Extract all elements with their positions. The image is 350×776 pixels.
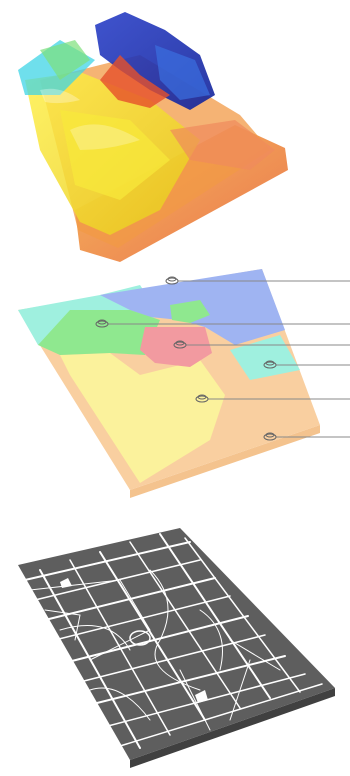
- marker-icon: [263, 360, 277, 369]
- surface-highlight: [70, 124, 140, 150]
- marker-icon: [263, 432, 277, 441]
- surface-layer: [0, 0, 350, 270]
- zone-markers: [95, 276, 277, 441]
- zone-green-small: [170, 300, 210, 323]
- surface-green: [40, 40, 90, 80]
- surface-red: [100, 55, 170, 108]
- leader-lines: [108, 280, 350, 438]
- marker-icon: [95, 319, 109, 328]
- zone-cyan-right: [230, 335, 300, 380]
- zoning-graphic: [18, 269, 350, 498]
- street-blocks: [18, 528, 335, 760]
- surface-blue-light: [155, 45, 210, 100]
- zoning-layer: [0, 265, 350, 525]
- zone-yellow: [60, 353, 225, 483]
- marker-icon: [173, 340, 187, 349]
- zoning-slab-side: [130, 425, 320, 498]
- streets: [24, 533, 323, 749]
- zone-green: [38, 310, 160, 355]
- surface-highlight-2: [40, 88, 80, 104]
- plaza-shape: [60, 578, 72, 588]
- plaza-shape: [195, 690, 208, 703]
- marker-icon: [165, 276, 179, 285]
- marker-icon: [195, 394, 209, 403]
- street-network-graphic: [18, 528, 335, 768]
- surface-yellow-fold: [60, 110, 170, 200]
- street-network-layer: [0, 520, 350, 776]
- surface-salmon: [170, 120, 275, 170]
- surface-graphic: [18, 12, 288, 262]
- street-slab-side: [130, 688, 335, 768]
